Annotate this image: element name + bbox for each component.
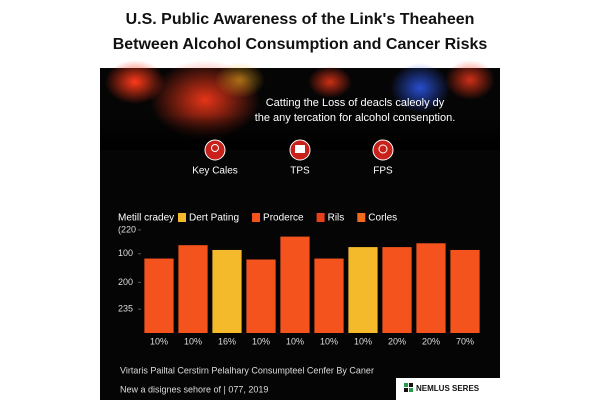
x-tick-label: 10% [150, 336, 168, 346]
bar [246, 259, 276, 333]
x-tick-label: 10% [252, 336, 270, 346]
x-tick-label: 70% [456, 336, 474, 346]
title-line: U.S. Public Awareness of the Link's Thea… [126, 11, 475, 28]
badge-label: Key Cales [192, 166, 238, 177]
bar [144, 258, 174, 333]
y-tick-label: (220 [118, 224, 136, 234]
x-tick-label: 10% [286, 336, 304, 346]
x-tick-label: 10% [320, 336, 338, 346]
x-tick-label: 10% [354, 336, 372, 346]
legend-swatch [316, 213, 325, 222]
y-tick-label: 200 [118, 277, 133, 287]
legend-swatch [252, 213, 261, 222]
bar [178, 245, 208, 333]
legend-title: Metill cradey [118, 213, 174, 224]
legend-swatch [178, 213, 186, 222]
bar [382, 247, 412, 333]
brand-logo [404, 383, 413, 392]
brand-name: NEMLUS SERES [416, 384, 480, 393]
x-tick-label: 10% [184, 336, 202, 346]
bar [212, 249, 242, 333]
bar [450, 249, 480, 333]
legend-label: Proderce [263, 213, 304, 224]
x-tick-label: 20% [422, 336, 440, 346]
bar [416, 243, 446, 333]
legend-label: Rils [328, 213, 345, 224]
badge-label: FPS [373, 166, 393, 177]
subtitle-line: the any tercation for alcohol consenptio… [255, 112, 456, 124]
y-tick-label: 100 [118, 248, 133, 258]
legend-label: Dert Pating [189, 213, 239, 224]
brand-box [396, 378, 500, 400]
badge-label: TPS [290, 166, 310, 177]
bar [348, 247, 378, 333]
legend-swatch [357, 213, 366, 222]
y-tick-label: 235 [118, 304, 133, 314]
footer-line: New a disignes sehore of | 077, 2019 [120, 384, 268, 394]
bar [280, 236, 310, 333]
footer-line: Virtaris Pailtal Cerstirn Pelalhary Cons… [120, 365, 374, 375]
x-tick-label: 16% [218, 336, 236, 346]
title-line: Between Alcohol Consumption and Cancer R… [113, 36, 488, 53]
badge-icons [204, 139, 394, 161]
legend-label: Corles [368, 213, 397, 224]
subtitle-line: Catting the Loss of deacls caleoly dy [266, 97, 445, 109]
bar [314, 258, 344, 333]
photo-backdrop [100, 60, 500, 150]
x-tick-label: 20% [388, 336, 406, 346]
